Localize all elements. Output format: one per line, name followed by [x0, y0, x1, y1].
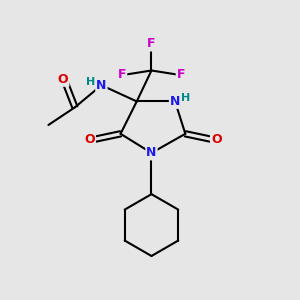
Text: N: N: [96, 79, 106, 92]
Text: H: H: [86, 77, 96, 87]
Text: F: F: [177, 68, 185, 81]
Text: O: O: [58, 73, 68, 86]
Text: O: O: [84, 133, 95, 146]
Text: N: N: [146, 146, 157, 159]
Text: H: H: [181, 94, 190, 103]
Text: N: N: [170, 95, 180, 108]
Text: O: O: [211, 133, 222, 146]
Text: F: F: [147, 38, 156, 50]
Text: F: F: [118, 68, 126, 81]
